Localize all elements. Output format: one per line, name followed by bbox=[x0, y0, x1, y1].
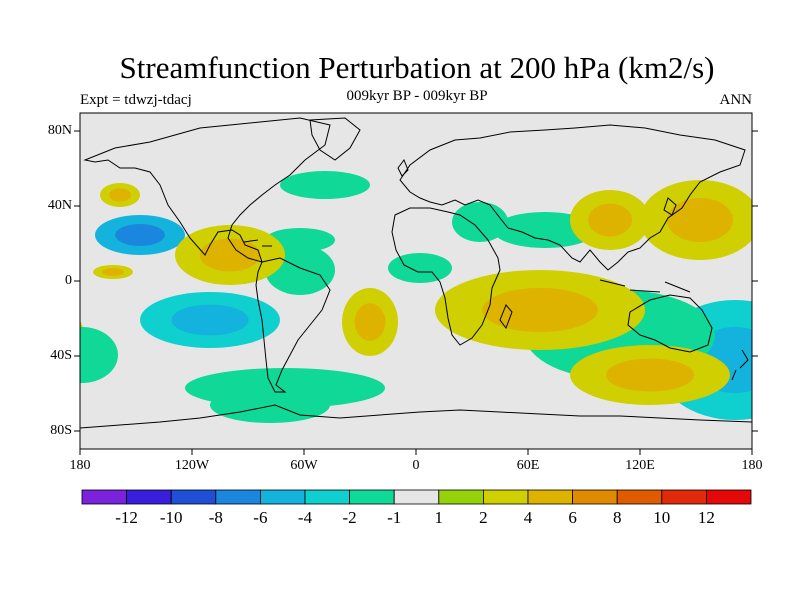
page-title: Streamfunction Perturbation at 200 hPa (… bbox=[119, 50, 715, 85]
experiment-label: Expt = tdwzj-tdacj bbox=[80, 92, 192, 108]
coastline-eurasia bbox=[399, 124, 746, 271]
colorbar-tick-label: -12 bbox=[115, 508, 138, 527]
colorbar-swatch-11 bbox=[572, 489, 618, 505]
lat-label-40n: 40N bbox=[47, 198, 72, 213]
lon-label-120e: 120E bbox=[625, 458, 655, 473]
coastline-greenland bbox=[309, 117, 361, 161]
colorbar-swatch-8 bbox=[438, 489, 484, 505]
colorbar-swatch-5 bbox=[304, 489, 350, 505]
coastline-madagascar bbox=[499, 304, 513, 330]
colorbar-tick-label: 12 bbox=[697, 508, 715, 527]
anomaly-core-5 bbox=[171, 304, 249, 336]
period-subtitle: 009kyr BP - 009kyr BP bbox=[346, 88, 488, 104]
coastline-africa bbox=[391, 207, 501, 346]
lat-label-80n: 80N bbox=[47, 123, 72, 138]
colorbar-tick-label: 10 bbox=[653, 508, 671, 527]
colorbar-swatch-4 bbox=[259, 489, 306, 505]
colorbar-tick-label: -6 bbox=[253, 508, 268, 527]
coastline-antarctica bbox=[80, 404, 752, 429]
colorbar-tick-label: 1 bbox=[434, 508, 444, 527]
colorbar-swatch-12 bbox=[616, 489, 663, 505]
colorbar-tick-label: 2 bbox=[479, 508, 488, 527]
coastline-caribbean bbox=[243, 239, 272, 247]
lon-label-60w: 60W bbox=[290, 458, 318, 473]
anomaly-core-15 bbox=[354, 303, 386, 341]
anomaly-core-21 bbox=[588, 203, 632, 237]
anomaly-region-7 bbox=[185, 368, 385, 408]
colorbar-swatch-2 bbox=[170, 489, 217, 505]
anomaly-region-2 bbox=[80, 320, 83, 340]
anomaly-region-19 bbox=[452, 202, 508, 242]
anomaly-core-3 bbox=[115, 224, 165, 246]
anomaly-core-14 bbox=[606, 358, 694, 392]
colorbar-tick-label: 8 bbox=[612, 508, 622, 527]
colorbar-swatch-13 bbox=[661, 489, 707, 505]
colorbar-tick-label: -8 bbox=[208, 508, 223, 527]
colorbar-tick-label: -10 bbox=[159, 508, 183, 527]
coastline-australia bbox=[627, 294, 713, 353]
colorbar-swatch-14 bbox=[706, 489, 752, 505]
colorbar-tick-label: 4 bbox=[523, 508, 533, 527]
coastline-south-america bbox=[255, 257, 331, 393]
lon-label-120w: 120W bbox=[174, 458, 210, 473]
coastline-indonesia bbox=[599, 279, 691, 293]
anomaly-layer bbox=[40, 171, 752, 423]
colorbar-swatch-1 bbox=[126, 489, 172, 505]
anomaly-region-9 bbox=[265, 228, 335, 252]
anomaly-region-10 bbox=[280, 171, 370, 199]
lat-label-80s: 80S bbox=[50, 423, 72, 438]
lat-ticks bbox=[74, 130, 758, 432]
lat-label-0: 0 bbox=[65, 273, 72, 288]
anomaly-core-17 bbox=[482, 288, 598, 332]
colorbar-swatch-10 bbox=[527, 489, 573, 505]
colorbar-swatch-3 bbox=[215, 489, 261, 505]
lon-label-180e: 180 bbox=[741, 458, 763, 473]
anomaly-region-4 bbox=[80, 327, 118, 383]
lon-ticks bbox=[79, 449, 753, 455]
lon-label-180w: 180 bbox=[69, 458, 91, 473]
colorbar-tick-label: -4 bbox=[297, 508, 313, 527]
anomaly-core-20 bbox=[102, 268, 124, 276]
coastline-uk bbox=[397, 158, 409, 177]
anomaly-core-22 bbox=[667, 198, 733, 242]
colorbar-tick-label: 6 bbox=[568, 508, 577, 527]
lat-label-40s: 40S bbox=[50, 348, 72, 363]
colorbar-swatch-0 bbox=[81, 489, 127, 505]
lon-label-60e: 60E bbox=[516, 458, 540, 473]
lon-label-0: 0 bbox=[412, 458, 420, 473]
season-label: ANN bbox=[719, 92, 753, 108]
colorbar-swatch-6 bbox=[349, 489, 395, 505]
colorbar-swatch-9 bbox=[482, 489, 529, 505]
coastline-north-america bbox=[83, 117, 331, 263]
anomaly-core-16 bbox=[199, 238, 261, 272]
anomaly-core-1 bbox=[109, 188, 131, 202]
colorbar-tick-label: -2 bbox=[342, 508, 357, 527]
anomaly-region-18 bbox=[388, 253, 452, 283]
colorbar-swatch-7 bbox=[393, 489, 440, 505]
coastline-new-zealand bbox=[731, 349, 749, 381]
colorbar-tick-label: -1 bbox=[387, 508, 402, 527]
colorbar bbox=[81, 489, 752, 505]
coastlines bbox=[80, 117, 752, 429]
coastline-japan bbox=[663, 197, 677, 216]
anomaly-core-2 bbox=[40, 319, 71, 341]
